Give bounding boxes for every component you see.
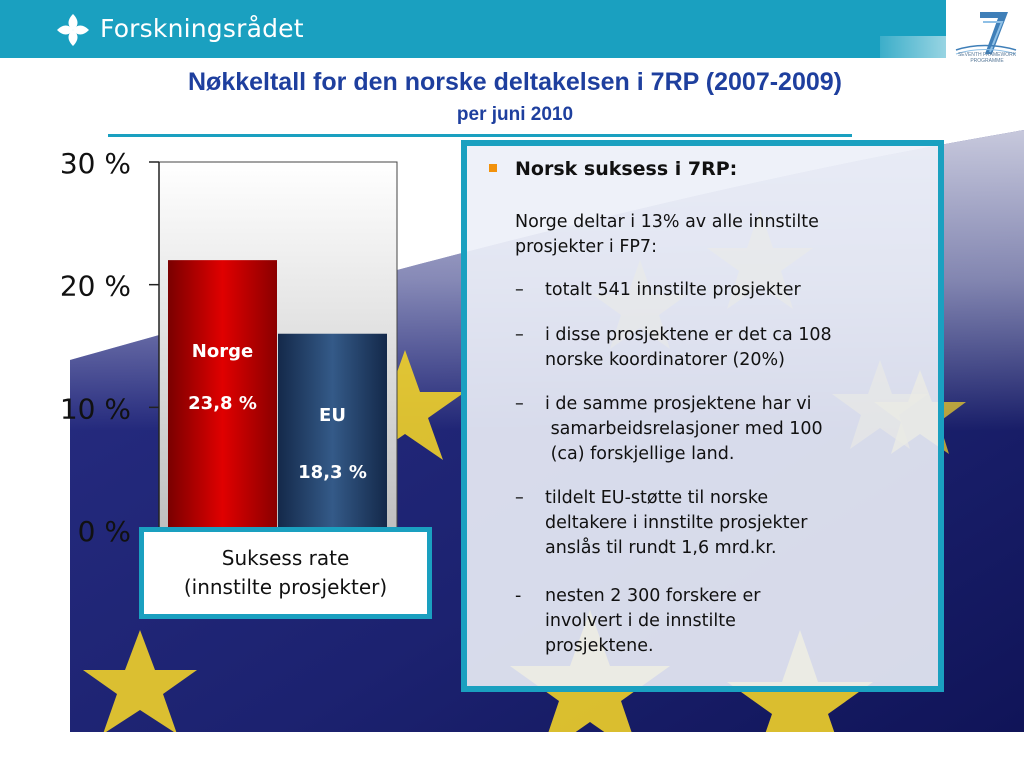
panel-item-line: totalt 541 innstilte prosjekter <box>545 280 801 300</box>
fp7-logo-line: SEVENTH FRAMEWORK <box>957 52 1017 58</box>
bar-value-label: 18,3 % <box>298 462 367 483</box>
panel-item-line: i de samme prosjektene har vi <box>545 394 812 414</box>
y-tick-label: 20 % <box>60 270 131 303</box>
y-tick-label: 10 % <box>60 392 131 425</box>
bar-eu <box>278 333 387 530</box>
bar-value-label: 23,8 % <box>188 393 257 414</box>
brand-name[interactable]: Forskningsrådet <box>100 14 304 43</box>
bar-category-label: EU <box>319 405 346 426</box>
x-axis-caption: Suksess rate (innstilte prosjekter) <box>139 527 432 619</box>
forskningsradet-logo-icon <box>57 14 89 46</box>
bar-norge <box>168 260 277 530</box>
title-divider <box>108 134 852 137</box>
panel-intro: Norge deltar i 13% av alle innstilte pro… <box>515 210 819 260</box>
panel-intro-line: prosjekter i FP7: <box>515 237 657 257</box>
header-bar <box>0 0 946 58</box>
panel-item-marker: – <box>515 325 524 345</box>
x-axis-caption-line: (innstilte prosjekter) <box>183 575 388 599</box>
y-tick-label: 0 % <box>78 515 131 548</box>
y-tick-label: 30 % <box>60 147 131 180</box>
panel-item-marker: – <box>515 280 524 300</box>
page-title: Nøkkeltall for den norske deltakelsen i … <box>188 68 842 96</box>
panel-item-line: norske koordinatorer (20%) <box>545 350 786 370</box>
panel-item-line: tildelt EU-støtte til norske <box>545 488 769 508</box>
panel-item: – tildelt EU-støtte til norske deltakere i… <box>515 486 935 561</box>
fp7-logo-line: PROGRAMME <box>970 58 1004 64</box>
panel-item: – i disse prosjektene er det ca 108 norske… <box>515 323 935 373</box>
panel-item-marker: – <box>515 394 524 414</box>
panel-item-marker: - <box>515 586 522 606</box>
panel-item-line: i disse prosjektene er det ca 108 <box>545 325 832 345</box>
panel-intro-line: Norge deltar i 13% av alle innstilte <box>515 212 819 232</box>
bar-category-label: Norge <box>192 341 253 362</box>
panel-item: – i de samme prosjektene har vi samarbeid… <box>515 392 935 467</box>
panel-item-line: nesten 2 300 forskere er <box>545 586 761 606</box>
square-bullet-icon <box>489 164 497 172</box>
panel-item: - nesten 2 300 forskere er involvert i de … <box>515 584 935 659</box>
fp7-logo-icon <box>955 12 1017 55</box>
panel-item-line: prosjektene. <box>545 636 654 656</box>
panel-item-line: anslås til rundt 1,6 mrd.kr. <box>545 538 777 558</box>
panel-item-line: (ca) forskjellige land. <box>545 444 735 464</box>
panel-item-line: deltakere i innstilte prosjekter <box>545 513 808 533</box>
panel-item-line: involvert i de innstilte <box>545 611 736 631</box>
x-axis-caption-line: Suksess rate <box>221 546 350 570</box>
page-subtitle: per juni 2010 <box>456 104 574 125</box>
header-fade <box>880 36 946 58</box>
panel-item-line: samarbeidsrelasjoner med 100 <box>545 419 823 439</box>
key-facts-panel: Norsk suksess i 7RP: Norge deltar i 13% … <box>461 140 944 692</box>
panel-item-marker: – <box>515 488 524 508</box>
fp7-logo-text: SEVENTH FRAMEWORK PROGRAMME <box>952 52 1022 64</box>
panel-item: – totalt 541 innstilte prosjekter <box>515 278 935 303</box>
panel-heading: Norsk suksess i 7RP: <box>515 158 738 180</box>
